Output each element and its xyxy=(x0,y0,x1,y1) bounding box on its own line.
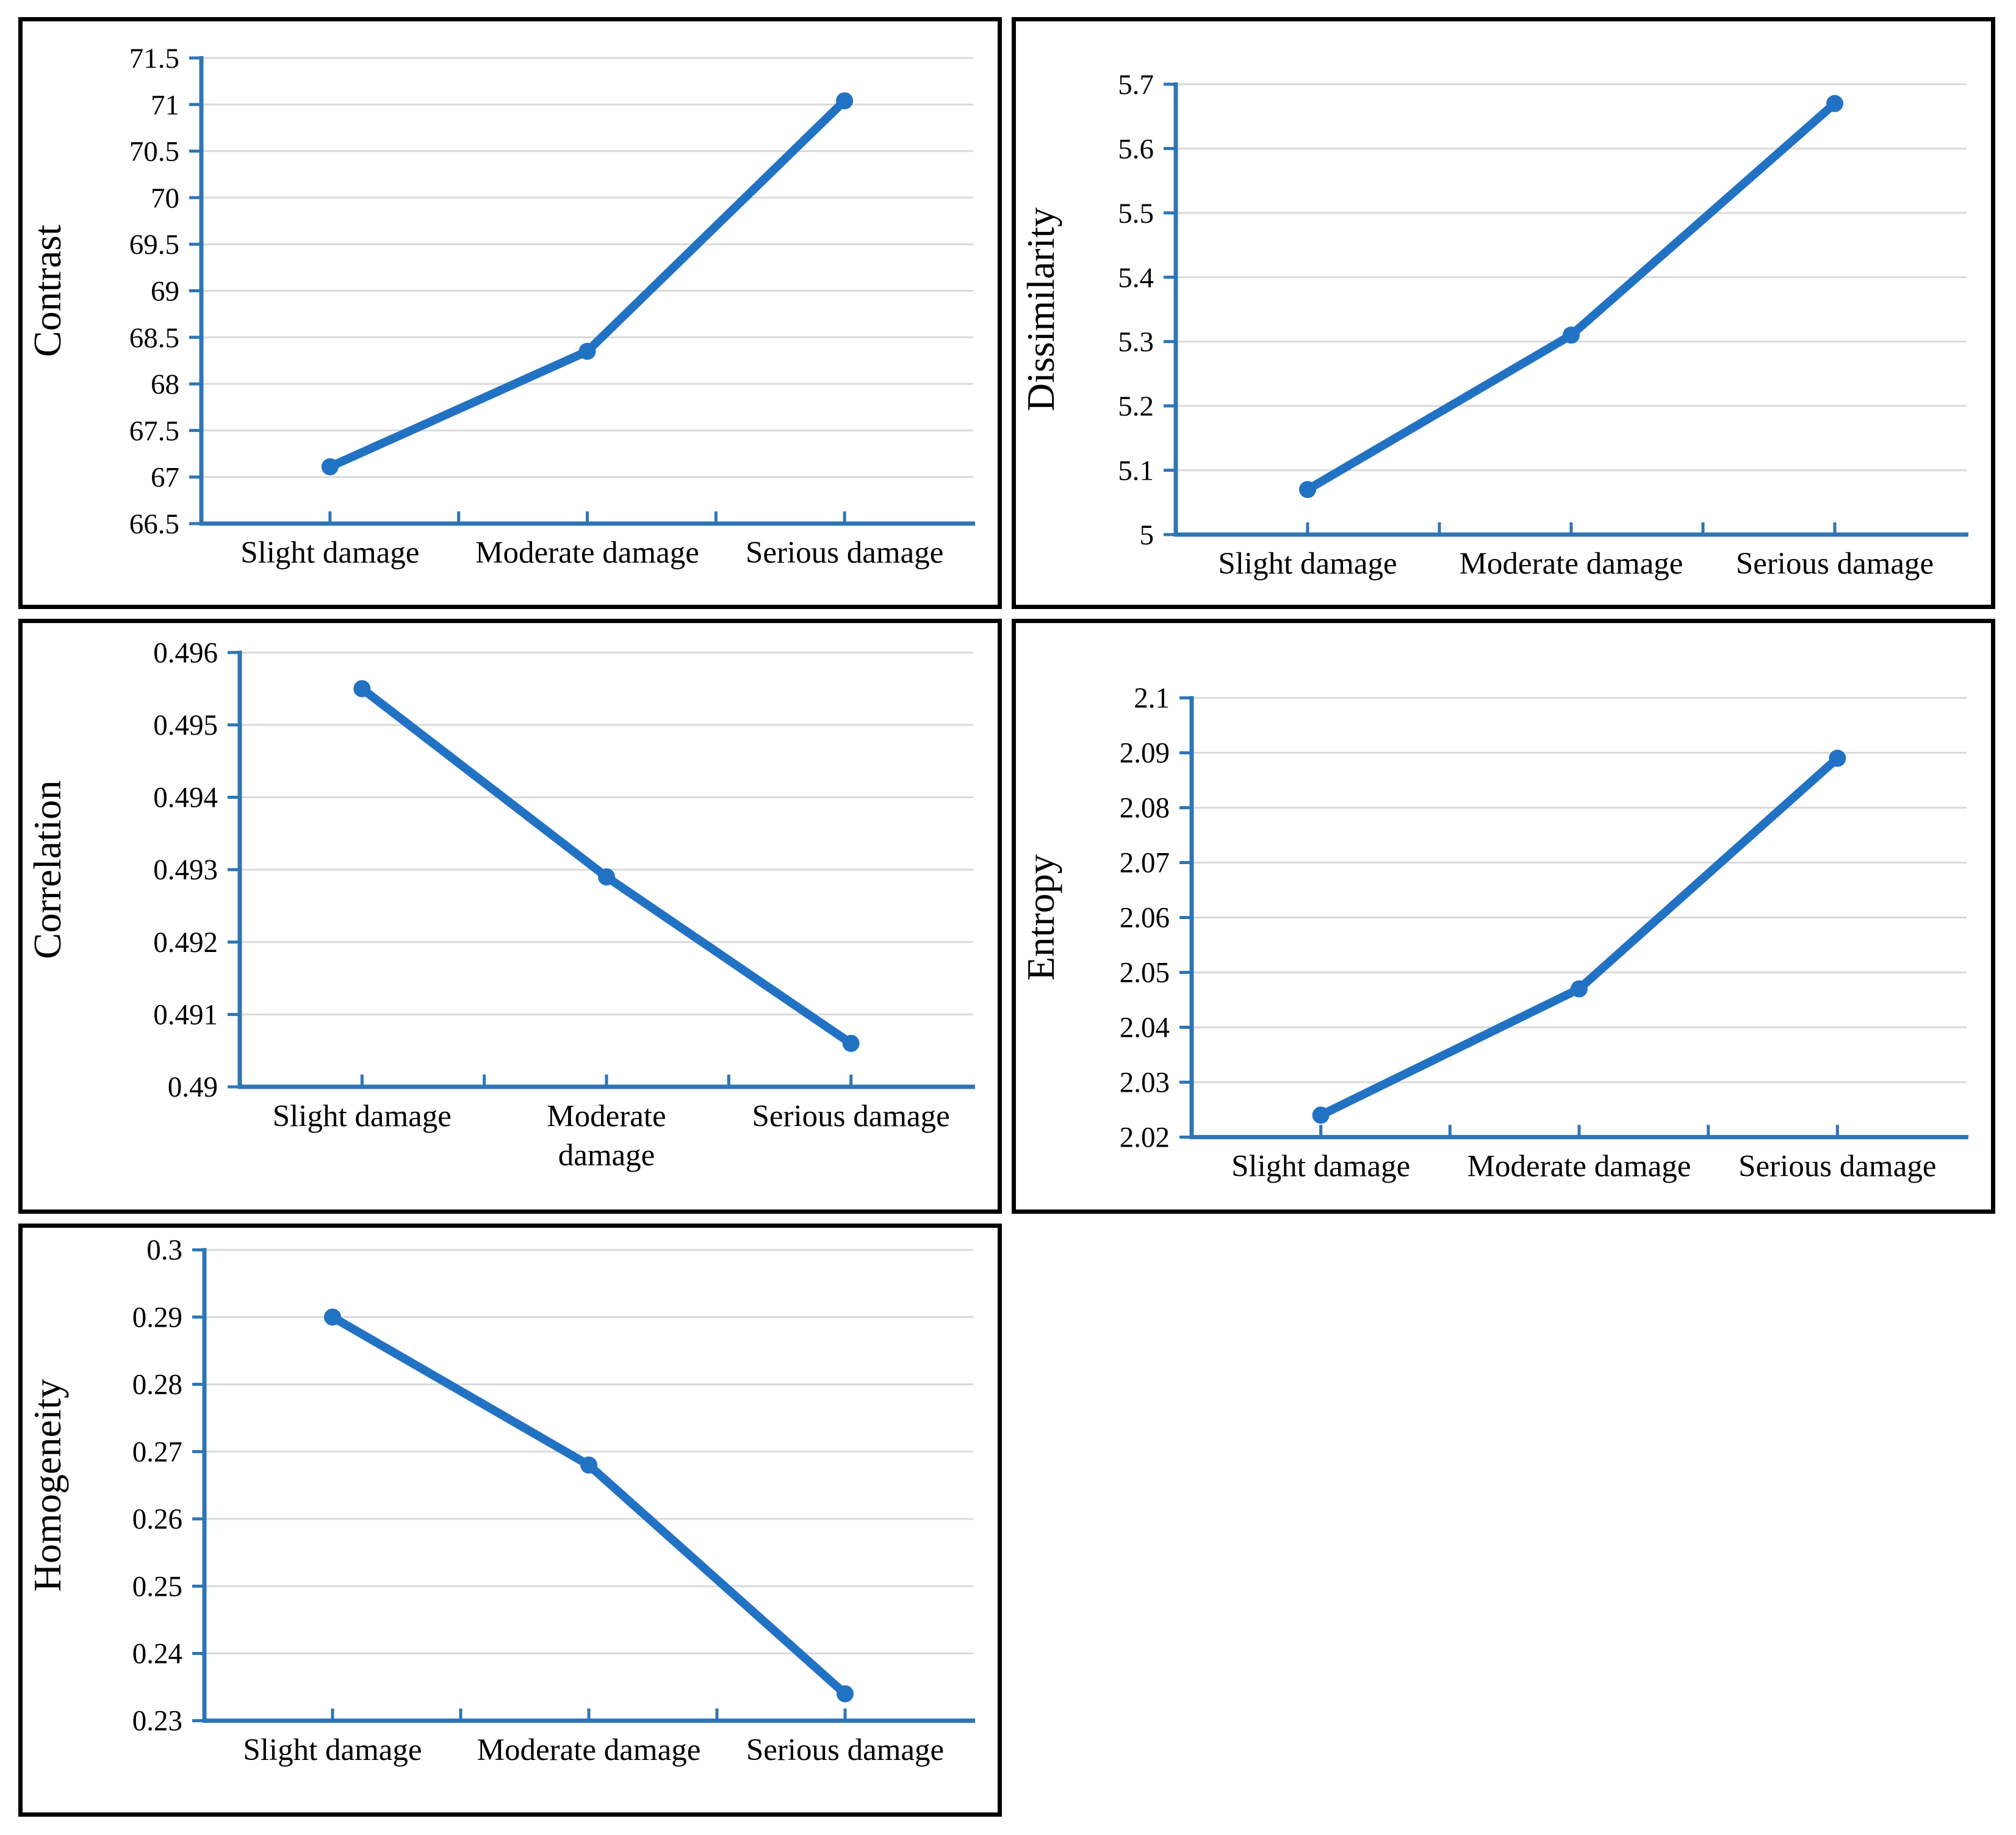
data-point-marker xyxy=(842,1034,860,1052)
x-category-label: Slight damage xyxy=(243,1733,422,1767)
y-tick-label: 0.26 xyxy=(132,1504,182,1535)
data-point-marker xyxy=(598,868,615,886)
data-point-marker xyxy=(1312,1106,1330,1124)
y-tick-label: 69 xyxy=(151,276,179,308)
y-tick-label: 68.5 xyxy=(129,322,179,354)
data-point-marker xyxy=(580,1456,597,1474)
y-tick-label: 68 xyxy=(151,369,179,400)
y-tick-label: 2.06 xyxy=(1120,902,1170,934)
chart-panel-contrast: 66.5 67 67.5 68 68.5 69 69.5 70 70.5 71 71.5 Contra… xyxy=(18,17,1002,609)
y-tick-label: 0.3 xyxy=(146,1235,182,1266)
y-tick-label: 0.495 xyxy=(153,710,218,741)
data-point-marker xyxy=(353,680,371,698)
y-tick-label: 0.49 xyxy=(168,1072,218,1103)
data-point-marker xyxy=(578,342,596,360)
homogeneity-line-chart: 0.23 0.24 0.25 0.26 0.27 0.28 0.29 0.3 Homogenei… xyxy=(26,1235,975,1767)
y-tick-label: 5.3 xyxy=(1118,326,1154,358)
dissimilarity-line-chart: 5 5.1 5.2 5.3 5.4 5.5 5.6 5.7 Dissimilarity Sligh… xyxy=(1019,69,1968,581)
correlation-line-chart: 0.49 0.491 0.492 0.493 0.494 0.495 0.496 Correl… xyxy=(26,637,975,1173)
x-category-label: Serious damage xyxy=(1738,1149,1936,1184)
y-tick-label: 0.27 xyxy=(132,1437,182,1468)
y-tick-label: 5.5 xyxy=(1118,198,1154,229)
y-axis-title: Dissimilarity xyxy=(1019,207,1062,411)
data-point-marker xyxy=(1299,481,1316,499)
series-line xyxy=(328,1313,849,1698)
data-point-marker xyxy=(1563,326,1580,344)
y-tick-label: 0.496 xyxy=(153,637,218,669)
y-tick-label: 70.5 xyxy=(129,136,179,168)
y-tick-label: 5.2 xyxy=(1118,391,1154,422)
y-tick-label: 0.491 xyxy=(153,999,218,1031)
x-category-label: Serious damage xyxy=(746,1733,944,1767)
y-tick-label: 2.05 xyxy=(1120,957,1170,989)
y-tick-label: 2.03 xyxy=(1120,1067,1170,1098)
x-category-label: Moderate damage xyxy=(475,536,699,570)
y-tick-label: 5 xyxy=(1140,519,1154,551)
data-point-marker xyxy=(1829,749,1846,767)
y-tick-label: 0.25 xyxy=(132,1571,182,1602)
y-tick-label: 67.5 xyxy=(129,415,179,447)
y-tick-label: 0.493 xyxy=(153,854,218,886)
chart-panel-correlation: 0.49 0.491 0.492 0.493 0.494 0.495 0.496 Correl… xyxy=(18,619,1002,1214)
contrast-line-chart: 66.5 67 67.5 68 68.5 69 69.5 70 70.5 71 71.5 Contra… xyxy=(26,43,975,570)
y-axis-title: Homogeneity xyxy=(26,1379,69,1592)
y-tick-label: 70 xyxy=(151,182,179,214)
x-category-label: Moderate damage xyxy=(477,1733,701,1767)
y-tick-label: 71 xyxy=(151,89,179,121)
y-tick-label: 69.5 xyxy=(129,229,179,261)
y-axis-title: Correlation xyxy=(26,781,69,959)
data-point-marker xyxy=(836,92,854,110)
y-tick-label: 5.7 xyxy=(1118,69,1154,101)
series-line xyxy=(1303,99,1839,494)
x-category-label: Slight damage xyxy=(273,1098,452,1133)
y-axis-title: Contrast xyxy=(26,225,69,357)
y-tick-label: 2.02 xyxy=(1120,1122,1170,1153)
x-category-label: Moderate xyxy=(547,1098,666,1133)
y-tick-label: 5.6 xyxy=(1118,133,1154,165)
y-tick-label: 5.4 xyxy=(1118,262,1154,294)
y-tick-label: 2.1 xyxy=(1134,683,1170,715)
y-axis-title: Entropy xyxy=(1019,854,1062,981)
y-tick-label: 66.5 xyxy=(129,508,179,540)
chart-panel-dissimilarity: 5 5.1 5.2 5.3 5.4 5.5 5.6 5.7 Dissimilarity Sligh… xyxy=(1012,17,1995,609)
chart-panel-entropy: 2.02 2.03 2.04 2.05 2.06 2.07 2.08 2.09 2.1 Entro… xyxy=(1012,619,1995,1214)
chart-panel-homogeneity: 0.23 0.24 0.25 0.26 0.27 0.28 0.29 0.3 Homogenei… xyxy=(18,1224,1002,1817)
x-category-label: Slight damage xyxy=(240,536,419,570)
data-point-marker xyxy=(321,458,339,475)
y-tick-label: 71.5 xyxy=(129,43,179,74)
x-category-label: Moderate damage xyxy=(1460,547,1683,581)
y-tick-label: 67 xyxy=(151,462,179,494)
y-tick-label: 2.07 xyxy=(1120,848,1170,879)
y-tick-label: 0.24 xyxy=(132,1638,182,1670)
x-category-label: Slight damage xyxy=(1231,1149,1410,1184)
y-tick-label: 2.08 xyxy=(1120,793,1170,824)
y-tick-label: 0.28 xyxy=(132,1369,182,1401)
data-point-marker xyxy=(837,1685,854,1703)
x-category-label: Serious damage xyxy=(1736,547,1934,581)
x-category-label: Slight damage xyxy=(1218,547,1397,581)
x-category-label: Moderate damage xyxy=(1467,1149,1691,1184)
y-tick-label: 5.1 xyxy=(1118,455,1154,487)
data-point-marker xyxy=(324,1308,341,1326)
x-category-label: Serious damage xyxy=(746,536,943,570)
y-tick-label: 0.29 xyxy=(132,1302,182,1333)
series-line xyxy=(325,96,849,471)
entropy-line-chart: 2.02 2.03 2.04 2.05 2.06 2.07 2.08 2.09 2.1 Entro… xyxy=(1019,683,1968,1184)
empty-cell xyxy=(1012,1224,1995,1817)
y-tick-label: 2.09 xyxy=(1120,738,1170,770)
y-tick-label: 2.04 xyxy=(1120,1012,1170,1044)
data-point-marker xyxy=(1826,95,1843,112)
data-point-marker xyxy=(1571,980,1588,998)
x-category-label: damage xyxy=(558,1138,655,1173)
y-tick-label: 0.492 xyxy=(153,927,218,959)
y-tick-label: 0.494 xyxy=(153,782,218,813)
series-line xyxy=(358,684,855,1048)
x-category-label: Serious damage xyxy=(752,1098,950,1133)
y-tick-label: 0.23 xyxy=(132,1706,182,1737)
series-line xyxy=(1316,754,1842,1120)
